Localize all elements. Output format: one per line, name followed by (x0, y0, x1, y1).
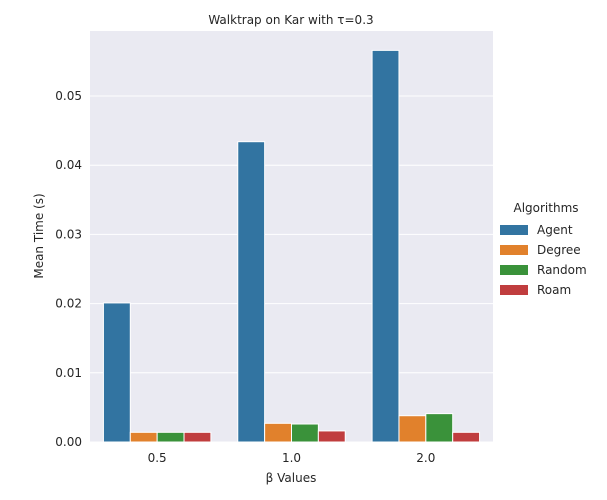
legend-label: Agent (537, 223, 573, 237)
y-tick-label: 0.00 (55, 435, 82, 449)
bar-roam-1_0 (317, 430, 346, 443)
x-tick-label: 1.0 (282, 451, 301, 465)
legend-swatch (500, 225, 528, 235)
y-tick-label: 0.05 (55, 89, 82, 103)
bars (102, 49, 481, 443)
y-axis-label: Mean Time (s) (32, 193, 46, 278)
bar-agent-2_0 (371, 49, 400, 443)
bar-roam-2_0 (452, 431, 481, 443)
bar-agent-1_0 (237, 141, 266, 443)
legend-label: Random (537, 263, 587, 277)
x-tick-label: 0.5 (148, 451, 167, 465)
legend-label: Degree (537, 243, 581, 257)
bar-degree-1_0 (264, 422, 292, 443)
legend-label: Roam (537, 283, 571, 297)
legend-swatch (500, 285, 528, 295)
bar-roam-0_5 (183, 431, 212, 443)
bar-random-0_5 (156, 431, 185, 443)
legend-swatch (500, 245, 528, 255)
y-tick-label: 0.02 (55, 297, 82, 311)
x-tick-label: 2.0 (416, 451, 435, 465)
bar-agent-0_5 (102, 302, 131, 443)
y-axis-ticks: 0.00 0.01 0.02 0.03 0.04 0.05 (55, 89, 82, 449)
bar-degree-0_5 (129, 431, 158, 443)
y-tick-label: 0.03 (55, 227, 82, 241)
bar-random-1_0 (291, 423, 319, 443)
y-tick-label: 0.01 (55, 366, 82, 380)
legend-swatch (500, 265, 528, 275)
plot-area (90, 31, 493, 442)
bar-degree-2_0 (398, 415, 427, 443)
bar-random-2_0 (425, 413, 454, 443)
x-axis-label: β Values (266, 471, 317, 485)
legend-title: Algorithms (513, 201, 578, 215)
x-axis-ticks: 0.5 1.0 2.0 (148, 451, 436, 465)
legend: Algorithms Agent Degree Random Roam (500, 201, 587, 297)
y-tick-label: 0.04 (55, 158, 82, 172)
chart-title: Walktrap on Kar with τ=0.3 (208, 13, 373, 27)
